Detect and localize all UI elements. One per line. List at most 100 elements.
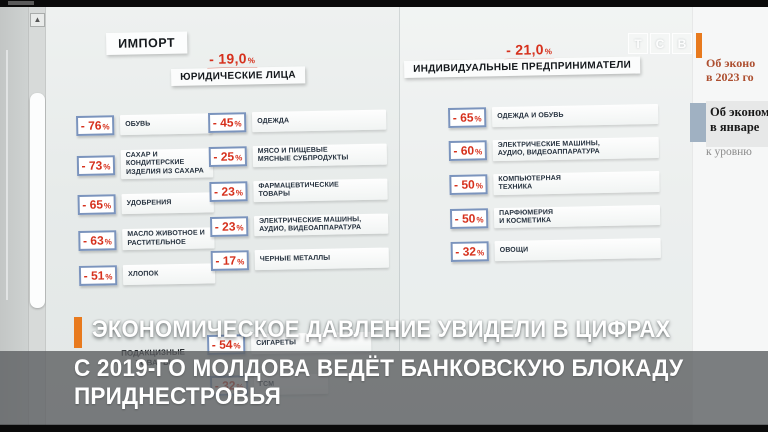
item-label: ОДЕЖДА xyxy=(251,109,387,133)
percent-sign: % xyxy=(247,56,256,66)
percent-value: - 51 xyxy=(83,268,105,283)
titlebar-text-artifact xyxy=(8,1,34,5)
import-item: - 76% ОБУВЬ xyxy=(76,113,213,136)
item-label: ЧЕРНЫЕ МЕТАЛЛЫ xyxy=(254,247,390,271)
percent-sign: % xyxy=(234,119,242,129)
scroll-up-button[interactable]: ▲ xyxy=(30,13,45,27)
percent-sign: % xyxy=(102,122,110,132)
percent-sign: % xyxy=(544,47,553,57)
delta-value: - 19,0 xyxy=(208,50,247,67)
import-item: - 32% ОВОЩИ xyxy=(450,238,661,263)
tsv-logo-letter-t: Т xyxy=(628,33,648,54)
item-label: ФАРМАЦЕВТИЧЕСКИЕ ТОВАРЫ xyxy=(253,178,388,202)
import-item: - 25% МЯСО И ПИЩЕВЫЕ МЯСНЫЕ СУБПРОДУКТЫ xyxy=(208,143,388,168)
item-label: ХЛОПОК xyxy=(122,263,216,286)
percent-value: - 50 xyxy=(454,211,476,226)
item-label: ЭЛЕКТРИЧЕСКИЕ МАШИНЫ, АУДИО, ВИДЕОАППАРА… xyxy=(492,136,659,161)
percent-sign: % xyxy=(236,223,244,233)
percent-value: - 76 xyxy=(80,118,102,133)
percent-value: - 65 xyxy=(82,197,104,213)
item-label: ОБУВЬ xyxy=(119,113,213,136)
sidebar-item-thumbnail xyxy=(690,103,706,142)
item-label: ПАРФЮМЕРИЯ И КОСМЕТИКА xyxy=(493,204,661,229)
import-item: - 63% МАСЛО ЖИВОТНОЕ И РАСТИТЕЛЬНОЕ xyxy=(78,227,215,251)
item-label: ОДЕЖДА И ОБУВЬ xyxy=(491,103,659,128)
letterbox-top xyxy=(0,0,768,7)
percent-sign: % xyxy=(105,272,113,282)
letterbox-bottom xyxy=(0,425,768,432)
ticker-band xyxy=(0,351,768,425)
percent-sign: % xyxy=(474,114,482,124)
import-item: - 65% ОДЕЖДА И ОБУВЬ xyxy=(448,103,659,128)
item-label: САХАР И КОНДИТЕРСКИЕ ИЗДЕЛИЯ ИЗ САХАРА xyxy=(120,148,214,180)
percent-value: - 45 xyxy=(212,115,234,130)
percent-value: - 25 xyxy=(213,149,235,165)
sidebar-article-2-line-2[interactable]: в январе xyxy=(710,120,760,134)
slide-fold-line xyxy=(399,7,400,351)
percent-value: - 50 xyxy=(453,177,475,193)
percent-sign: % xyxy=(475,147,483,157)
headline-accent-bar xyxy=(74,317,82,348)
item-label: ОВОЩИ xyxy=(494,238,661,262)
percent-badge: - 25% xyxy=(208,146,248,168)
item-label: ЭЛЕКТРИЧЕСКИЕ МАШИНЫ, АУДИО, ВИДЕОАППАРА… xyxy=(253,213,389,237)
import-item: - 45% ОДЕЖДА xyxy=(208,109,387,133)
import-item: - 23% ФАРМАЦЕВТИЧЕСКИЕ ТОВАРЫ xyxy=(209,178,388,203)
import-item: - 65% УДОБРЕНИЯ xyxy=(77,192,214,216)
percent-badge: - 65% xyxy=(448,107,487,128)
percent-badge: - 23% xyxy=(209,181,248,203)
percent-sign: % xyxy=(476,248,485,258)
percent-value: - 73 xyxy=(81,158,103,173)
percent-badge: - 60% xyxy=(448,140,488,162)
item-label: УДОБРЕНИЯ xyxy=(121,192,214,215)
percent-sign: % xyxy=(104,236,112,247)
percent-value: - 23 xyxy=(213,184,235,200)
percent-sign: % xyxy=(475,181,483,191)
ticker-line-2: ПРИДНЕСТРОВЬЯ xyxy=(74,383,282,410)
slide-title: ИМПОРТ xyxy=(106,31,188,55)
percent-value: - 32 xyxy=(455,244,477,260)
tsv-logo-letter-s: С xyxy=(650,33,670,54)
percent-sign: % xyxy=(235,153,243,163)
sidebar-article-1-line-2[interactable]: в 2023 го xyxy=(706,70,754,84)
import-item: - 23% ЭЛЕКТРИЧЕСКИЕ МАШИНЫ, АУДИО, ВИДЕО… xyxy=(209,213,389,237)
scrollbar-thumb[interactable] xyxy=(30,93,45,308)
ticker-line-1: С 2019-ГО МОЛДОВА ВЕДЁТ БАНКОВСКУЮ БЛОКА… xyxy=(74,355,684,382)
percent-badge: - 76% xyxy=(76,115,115,136)
sidebar-item-accent-bar xyxy=(696,33,702,58)
percent-badge: - 45% xyxy=(208,112,247,133)
percent-badge: - 73% xyxy=(76,154,116,176)
percent-badge: - 63% xyxy=(78,229,117,251)
legal-column-1: - 76% ОБУВЬ - 73% САХАР И КОНДИТЕРСКИЕ И… xyxy=(76,113,216,286)
item-label: МЯСО И ПИЩЕВЫЕ МЯСНЫЕ СУБПРОДУКТЫ xyxy=(252,143,388,167)
sidebar-article-2-box[interactable] xyxy=(706,101,768,147)
import-item: - 17% ЧЕРНЫЕ МЕТАЛЛЫ xyxy=(210,247,390,272)
percent-value: - 17 xyxy=(215,253,237,269)
percent-value: - 23 xyxy=(214,219,236,234)
percent-value: - 63 xyxy=(82,233,104,248)
news-headline: ЭКОНОМИЧЕСКОЕ ДАВЛЕНИЕ УВИДЕЛИ В ЦИФРАХ xyxy=(92,316,671,343)
percent-sign: % xyxy=(103,201,112,211)
item-label: КОМПЬЮТЕРНАЯ ТЕХНИКА xyxy=(493,170,660,195)
percent-badge: - 50% xyxy=(449,208,489,229)
sidebar-article-2-subtext: к уровню xyxy=(706,146,752,158)
percent-value: - 60 xyxy=(453,143,475,159)
percent-badge: - 51% xyxy=(78,265,118,286)
percent-sign: % xyxy=(103,161,111,172)
sidebar-article-2-line-1[interactable]: Об эконом xyxy=(710,105,768,119)
import-item: - 50% КОМПЬЮТЕРНАЯ ТЕХНИКА xyxy=(449,170,660,196)
percent-sign: % xyxy=(476,215,484,225)
percent-badge: - 23% xyxy=(209,216,249,237)
percent-badge: - 50% xyxy=(449,174,488,196)
import-item: - 60% ЭЛЕКТРИЧЕСКИЕ МАШИНЫ, АУДИО, ВИДЕО… xyxy=(448,136,659,162)
import-item: - 50% ПАРФЮМЕРИЯ И КОСМЕТИКА xyxy=(449,204,661,230)
percent-sign: % xyxy=(237,257,245,267)
delta-value: - 21,0 xyxy=(505,41,544,58)
sidebar-article-1-line-1[interactable]: Об эконо xyxy=(706,56,756,70)
percent-badge: - 32% xyxy=(450,241,489,263)
import-item: - 51% ХЛОПОК xyxy=(78,263,216,286)
item-label: МАСЛО ЖИВОТНОЕ И РАСТИТЕЛЬНОЕ xyxy=(122,227,215,251)
legal-entities-header: ЮРИДИЧЕСКИЕ ЛИЦА xyxy=(171,66,305,86)
percent-value: - 65 xyxy=(452,110,474,125)
